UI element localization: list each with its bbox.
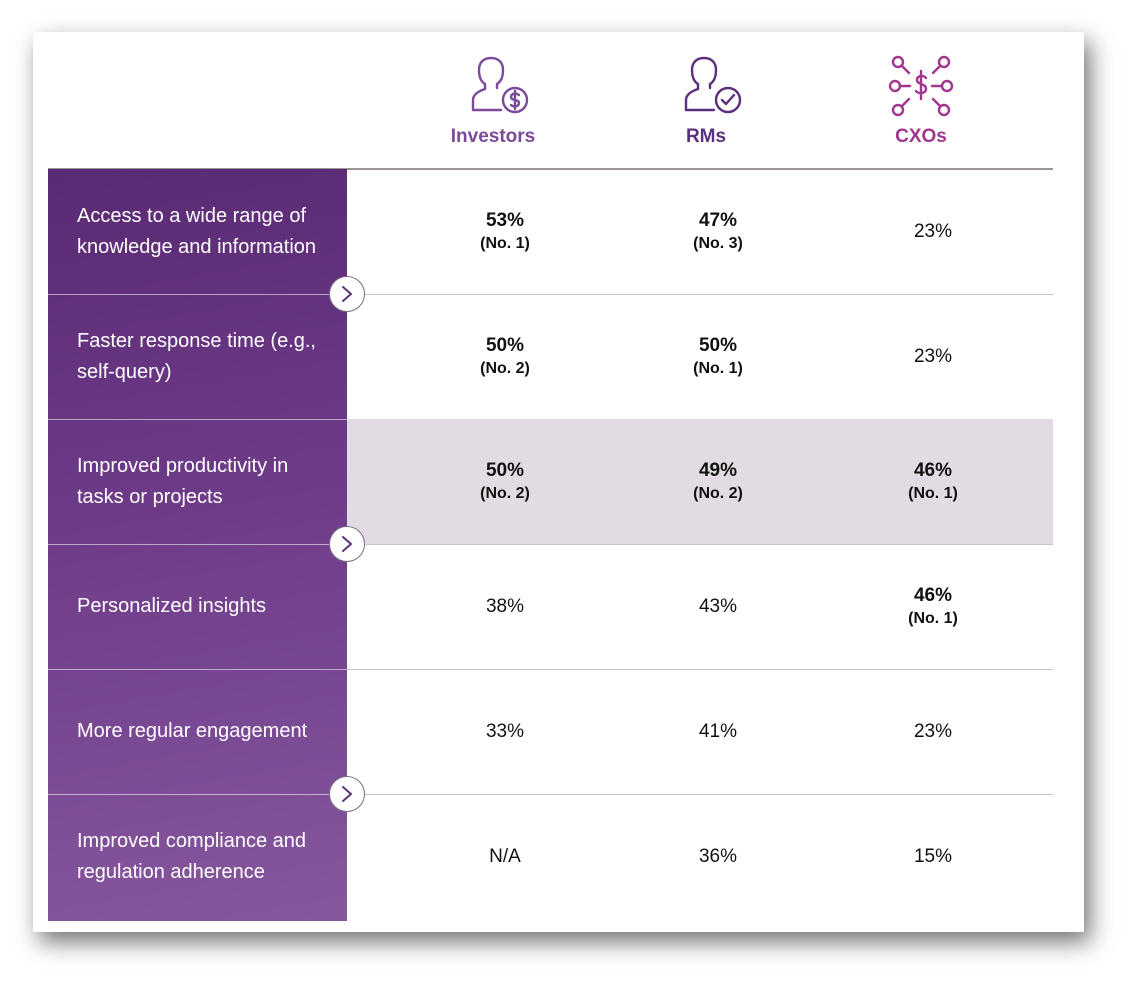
cell-rank: (No. 1) — [908, 610, 958, 627]
table-cell-cxos: 23% — [833, 169, 1033, 294]
row-cells: 50% (No. 2) 49% (No. 2) 46% (No. 1) — [347, 419, 1053, 544]
cell-value: 36% — [698, 845, 738, 867]
column-label: RMs — [685, 126, 727, 147]
table-cell-cxos: 23% — [833, 669, 1033, 794]
chevron-right-icon — [329, 276, 365, 312]
cell-value: 23% — [913, 220, 953, 242]
cell-rank: (No. 3) — [693, 235, 743, 252]
cell-value: 33% — [485, 720, 525, 742]
table-row: Faster response time (e.g., self-query) 5… — [48, 294, 1053, 420]
column-header-rms: RMs — [606, 54, 806, 164]
table-cell-rms: 36% — [618, 794, 818, 919]
row-cells: 50% (No. 2) 50% (No. 1) 23% — [347, 294, 1053, 419]
table-cell-investors: 38% — [405, 544, 605, 669]
cell-rank: (No. 1) — [693, 360, 743, 377]
column-header-cxos: CXOs — [821, 54, 1021, 164]
row-label: Improved compliance and regulation adher… — [77, 829, 307, 883]
table-row: Personalized insights 38% 43% 46% (No. 1) — [48, 544, 1053, 670]
row-label: Access to a wide range of knowledge and … — [77, 204, 317, 258]
investor-dollar-icon — [471, 56, 529, 114]
table-cell-investors: 33% — [405, 669, 605, 794]
cell-value: 41% — [698, 720, 738, 742]
column-label: CXOs — [895, 126, 947, 147]
comparison-table: Investors RMs CXOs — [33, 32, 1084, 932]
cell-value: N/A — [489, 845, 521, 867]
table-cell-cxos: 46% (No. 1) — [833, 544, 1033, 669]
row-cells: 53% (No. 1) 47% (No. 3) 23% — [347, 169, 1053, 294]
cell-rank: (No. 1) — [908, 485, 958, 502]
header-divider — [48, 168, 1053, 170]
cell-value: 38% — [485, 595, 525, 617]
row-cells: N/A 36% 15% — [347, 794, 1053, 919]
row-label: Improved productivity in tasks or projec… — [77, 454, 289, 508]
row-label: More regular engagement — [77, 720, 308, 742]
chevron-right-icon — [329, 776, 365, 812]
cell-value: 50% — [485, 460, 525, 481]
row-divider — [48, 794, 347, 795]
row-divider — [347, 669, 1053, 670]
table-row: More regular engagement 33% 41% 23% — [48, 669, 1053, 795]
row-divider — [48, 669, 347, 670]
cell-rank: (No. 2) — [480, 485, 530, 502]
row-divider — [347, 294, 1053, 295]
table-row: Access to a wide range of knowledge and … — [48, 169, 1053, 295]
cell-value: 46% — [913, 585, 953, 606]
cell-rank: (No. 1) — [480, 235, 530, 252]
row-divider — [48, 294, 347, 295]
chevron-right-icon — [329, 526, 365, 562]
row-cells: 33% 41% 23% — [347, 669, 1053, 794]
cell-value: 53% — [485, 210, 525, 231]
row-divider — [347, 794, 1053, 795]
cxo-network-dollar-icon — [888, 55, 954, 117]
table-cell-investors: 53% (No. 1) — [405, 169, 605, 294]
table-cell-rms: 49% (No. 2) — [618, 419, 818, 544]
row-label: Faster response time (e.g., self-query) — [77, 329, 316, 383]
table-cell-cxos: 46% (No. 1) — [833, 419, 1033, 544]
table-cell-investors: 50% (No. 2) — [405, 419, 605, 544]
column-header-investors: Investors — [393, 54, 593, 164]
column-label: Investors — [450, 126, 536, 147]
cell-value: 15% — [913, 845, 953, 867]
cell-rank: (No. 2) — [480, 360, 530, 377]
cell-value: 50% — [485, 335, 525, 356]
row-cells: 38% 43% 46% (No. 1) — [347, 544, 1053, 669]
cell-value: 46% — [913, 460, 953, 481]
table-cell-rms: 50% (No. 1) — [618, 294, 818, 419]
row-divider — [347, 544, 1053, 545]
table-row: Improved compliance and regulation adher… — [48, 794, 1053, 919]
cell-value: 23% — [913, 345, 953, 367]
table-cell-investors: N/A — [405, 794, 605, 919]
table-cell-rms: 41% — [618, 669, 818, 794]
table-cell-rms: 47% (No. 3) — [618, 169, 818, 294]
table-row: Improved productivity in tasks or projec… — [48, 419, 1053, 545]
row-divider — [48, 419, 347, 420]
cell-value: 23% — [913, 720, 953, 742]
table-cell-investors: 50% (No. 2) — [405, 294, 605, 419]
row-label: Personalized insights — [77, 595, 266, 617]
row-divider — [48, 544, 347, 545]
rm-check-icon — [684, 56, 742, 114]
cell-value: 49% — [698, 460, 738, 481]
table-cell-cxos: 23% — [833, 294, 1033, 419]
cell-value: 47% — [698, 210, 738, 231]
cell-rank: (No. 2) — [693, 485, 743, 502]
cell-value: 50% — [698, 335, 738, 356]
table-cell-cxos: 15% — [833, 794, 1033, 919]
cell-value: 43% — [698, 595, 738, 617]
table-cell-rms: 43% — [618, 544, 818, 669]
